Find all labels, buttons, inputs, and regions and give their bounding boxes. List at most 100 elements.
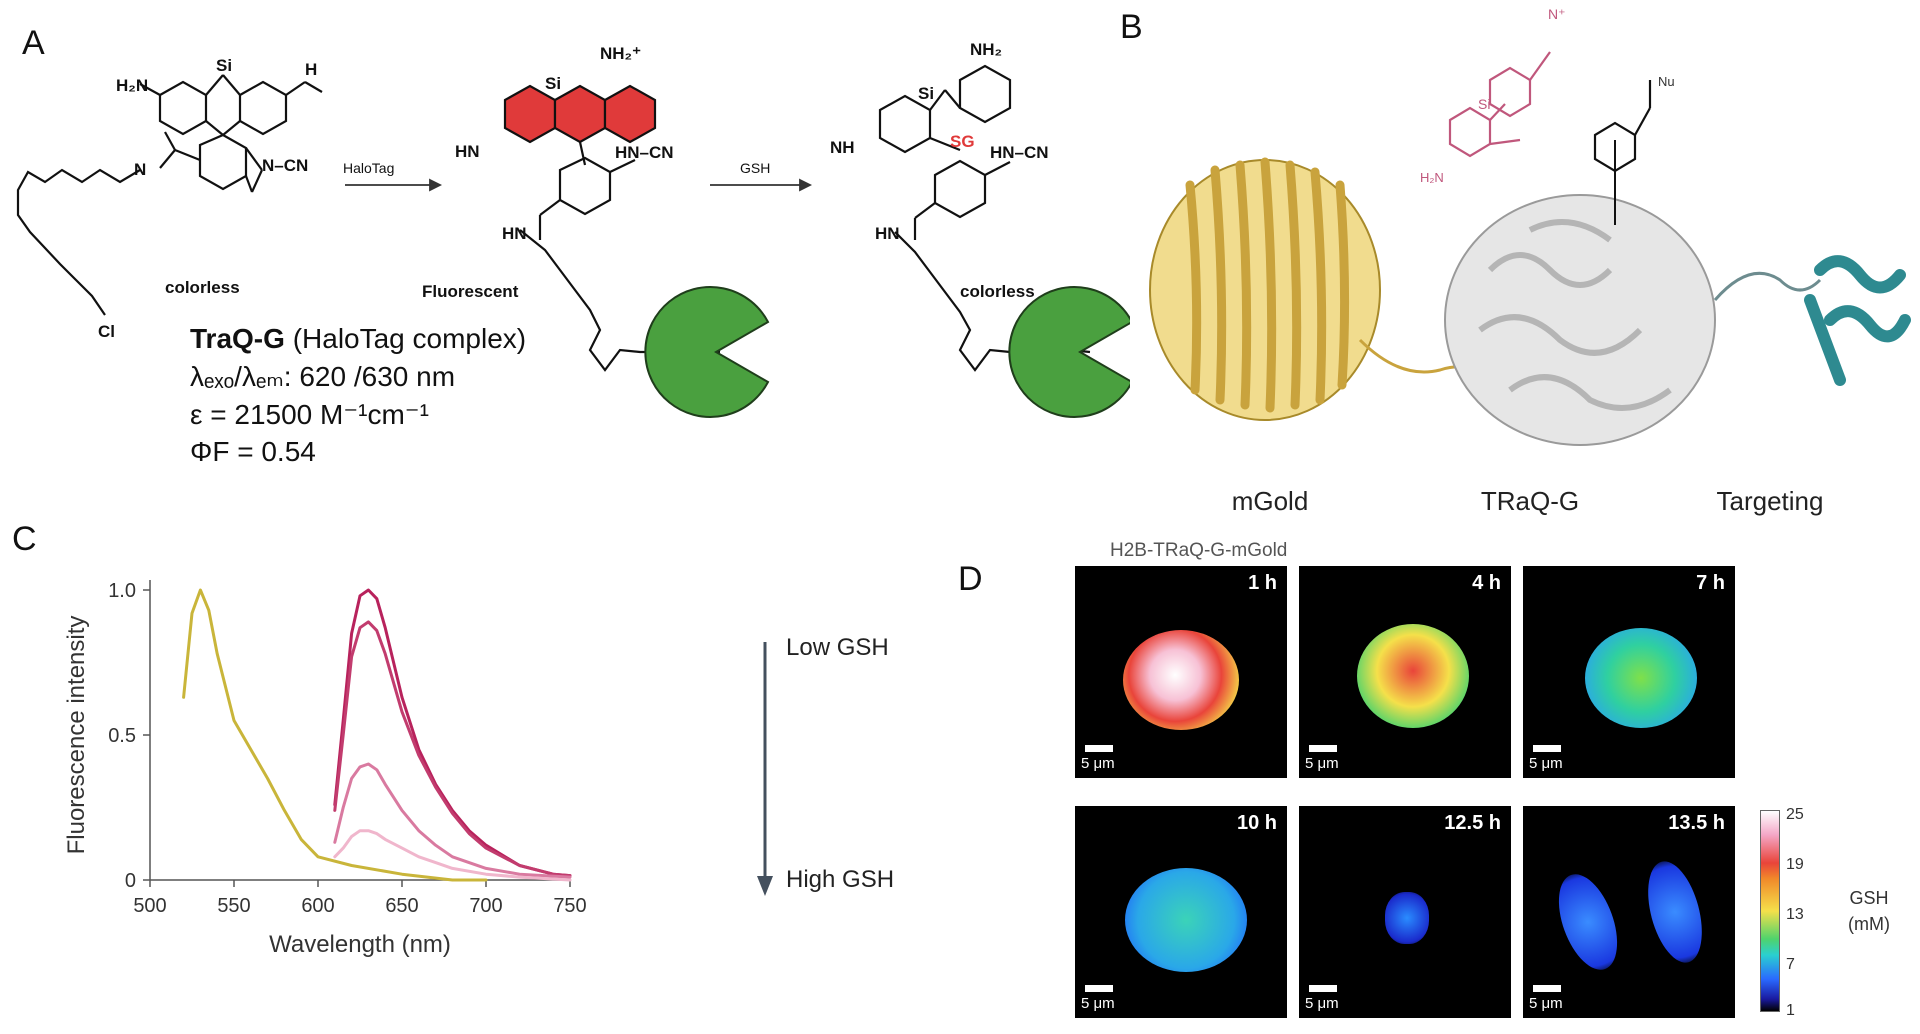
nucleus-left [1547,866,1629,978]
spectrum-series-1 [182,588,488,882]
mol2-nh2plus-label: NH₂⁺ [600,44,642,63]
mol2-ring-left [503,84,557,144]
mol1-nh-label: H [305,60,318,79]
colorbar-unit: (mM) [1848,914,1890,934]
timepoint-label: 13.5 h [1668,812,1725,834]
image-tile-1h: 1 h 5 μm [1075,566,1287,778]
nucleus [1125,868,1247,972]
mol3-nh-label: NH [830,138,855,157]
domain-label-traqg: TRaQ-G [1480,486,1580,516]
probe-name: TraQ-G [190,323,285,354]
mol1-colorless-label: colorless [165,278,240,297]
mol3-hn-amide-label: HN [875,224,900,243]
panel-c-letter: C [12,520,37,558]
colorbar-tick: 25 [1786,806,1804,823]
domain-label-mgold: mGold [1231,486,1309,516]
nucleus [1123,630,1239,730]
scale-bar [1309,985,1337,992]
mol3-ring-right [958,64,1012,124]
image-tile-12-5h: 12.5 h 5 μm [1299,806,1511,1018]
timepoint-label: 12.5 h [1444,812,1501,834]
x-tick-label: 600 [301,895,334,917]
mol1-ring-lower [198,133,248,191]
scale-bar [1085,745,1113,752]
mol1-h2n-label: H₂N [116,76,149,95]
mol2-si-label: Si [545,74,562,93]
gsh-arrow-label: GSH [740,160,771,176]
x-tick-label: 550 [217,895,250,917]
mol1-ncn-label: N–CN [262,156,309,175]
mol3-sg-label: SG [950,132,975,151]
targeting-domain [1804,255,1911,386]
mol3-nh2-label: NH₂ [970,40,1003,59]
image-tile-4h: 4 h 5 μm [1299,566,1511,778]
probe-quantum-yield: ΦF = 0.54 [190,436,316,468]
scale-bar-label: 5 μm [1305,995,1339,1012]
bound-dye-structure [1448,51,1551,158]
timepoint-label: 7 h [1696,572,1725,594]
colorbar-tick: 1 [1786,1002,1795,1019]
nucleus [1585,628,1697,728]
y-tick-label: 0.5 [108,725,136,747]
mol3-ring-left [878,94,932,154]
y-tick-label: 0 [125,870,136,892]
mol3-colorless-label: colorless [960,282,1035,301]
halotag-protein [1444,140,1716,446]
dye-h2n-label: H₂N [1420,170,1444,185]
scale-bar [1533,985,1561,992]
gsh-direction-arrow [757,642,773,896]
x-axis-title: Wavelength (nm) [269,931,451,958]
mol3-si-label: Si [918,84,935,103]
nucleus-right [1638,855,1712,969]
dye-nu-label: Nu [1658,74,1675,89]
image-tile-7h: 7 h 5 μm [1523,566,1735,778]
spectrum-series-4 [333,762,572,879]
timepoint-label: 1 h [1248,572,1277,594]
halotag-pacman-2 [1008,286,1130,418]
domain-label-targeting: Targeting [1716,486,1824,516]
chemical-scheme [16,64,1130,418]
protein-structure-illustration [1149,51,1911,446]
mgold-barrel [1149,157,1501,421]
colorbar-tick: 13 [1786,906,1804,923]
mol2-hnncn-label: HN–CN [615,143,674,162]
mol1-si-label: Si [216,56,233,75]
fluorescence-spectrum-chart: 500 550 600 650 700 750 0 0.5 1.0 Wavelength (nm)… [63,580,587,958]
mol2-ring-right [603,84,657,144]
nucleus [1385,892,1429,944]
timepoint-label: 10 h [1236,812,1277,834]
panel-a-letter: A [22,24,45,62]
low-gsh-label: Low GSH [786,634,889,661]
mol2-benzene [558,156,612,216]
x-tick-label: 500 [133,895,166,917]
mol2-fluorescent-label: Fluorescent [422,282,519,301]
colorbar-ticks: 25 19 13 7 1 [1786,806,1826,1019]
dye-nplus-label: N⁺ [1548,6,1566,22]
scale-bar [1309,745,1337,752]
timepoint-label: 4 h [1472,572,1501,594]
mol1-nh-amide-label: N [134,160,147,179]
spectrum-series-5 [333,829,572,882]
imaging-construct-label: H2B-TRaQ-G-mGold [1110,540,1288,561]
y-axis-title: Fluorescence intensity [63,616,90,855]
x-tick-label: 750 [553,895,586,917]
probe-name-suffix: (HaloTag complex) [284,323,527,354]
colorbar-tick: 19 [1786,856,1804,873]
halotag-pacman-1 [644,286,770,418]
gsh-colorbar [1760,810,1780,1012]
panel-b-letter: B [1120,8,1143,46]
dye-si-label: Si [1478,96,1491,112]
panel-d-letter: D [958,560,983,598]
nucleus [1357,624,1469,728]
scale-bar-label: 5 μm [1305,755,1339,772]
colorbar-tick: 7 [1786,956,1795,973]
spectrum-series-3 [333,620,572,878]
colorbar-title: GSH [1849,888,1889,908]
scale-bar-label: 5 μm [1081,755,1115,772]
mol2-hn-amide-label: HN [502,224,527,243]
scale-bar-label: 5 μm [1529,995,1563,1012]
probe-wavelengths: λₑₓₒ/λₑₘ: 620 /630 nm [190,360,456,392]
scale-bar-label: 5 μm [1081,995,1115,1012]
scale-bar [1533,745,1561,752]
x-tick-label: 700 [469,895,502,917]
